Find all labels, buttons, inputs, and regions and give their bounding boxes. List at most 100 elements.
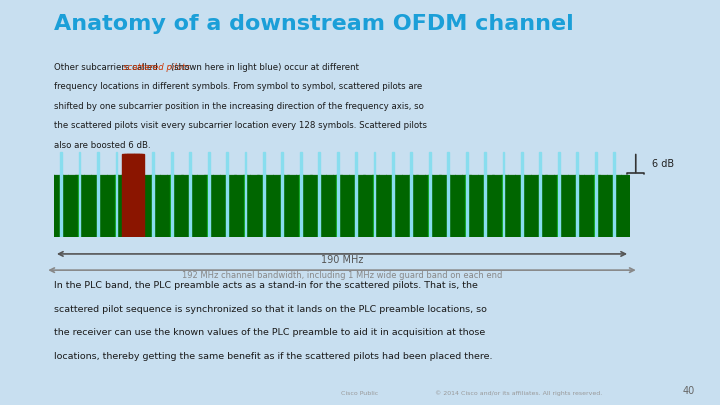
- Bar: [263, 175, 265, 237]
- Bar: [159, 175, 161, 237]
- Text: 192 MHz channel bandwidth, including 1 MHz wide guard band on each end: 192 MHz channel bandwidth, including 1 M…: [182, 271, 502, 280]
- Bar: [410, 175, 413, 237]
- Bar: [65, 175, 66, 237]
- Bar: [178, 175, 179, 237]
- Bar: [420, 175, 421, 237]
- Bar: [67, 175, 68, 237]
- Bar: [58, 175, 60, 237]
- Bar: [261, 175, 262, 237]
- Bar: [366, 175, 368, 237]
- Bar: [171, 151, 173, 237]
- Bar: [597, 175, 598, 237]
- Bar: [428, 175, 431, 237]
- Bar: [194, 175, 195, 237]
- Bar: [168, 175, 170, 237]
- Bar: [348, 175, 350, 237]
- Bar: [484, 151, 486, 237]
- Bar: [433, 175, 435, 237]
- Bar: [282, 151, 283, 237]
- Bar: [351, 175, 352, 237]
- Bar: [489, 175, 490, 237]
- Bar: [480, 175, 481, 237]
- Bar: [55, 175, 57, 237]
- Bar: [74, 175, 76, 237]
- Bar: [203, 175, 204, 237]
- Bar: [341, 175, 343, 237]
- Bar: [88, 175, 89, 237]
- Bar: [438, 175, 440, 237]
- Bar: [291, 175, 292, 237]
- Bar: [369, 175, 371, 237]
- Bar: [346, 175, 348, 237]
- Bar: [78, 151, 81, 237]
- Bar: [279, 175, 281, 237]
- Bar: [353, 175, 354, 237]
- Bar: [90, 175, 91, 237]
- Bar: [256, 175, 258, 237]
- Bar: [107, 175, 108, 237]
- Bar: [385, 175, 387, 237]
- Bar: [551, 175, 552, 237]
- Bar: [531, 175, 532, 237]
- Bar: [447, 175, 449, 237]
- Bar: [289, 175, 290, 237]
- Bar: [217, 175, 218, 237]
- Bar: [503, 151, 505, 237]
- Bar: [468, 175, 469, 237]
- Bar: [523, 175, 525, 237]
- Bar: [410, 151, 413, 237]
- Bar: [171, 175, 173, 237]
- Bar: [544, 175, 546, 237]
- Bar: [81, 175, 83, 237]
- Text: also are boosted 6 dB.: also are boosted 6 dB.: [54, 141, 150, 149]
- Bar: [581, 175, 582, 237]
- Bar: [60, 151, 62, 237]
- Text: Other subcarriers called: Other subcarriers called: [54, 63, 161, 72]
- Bar: [300, 151, 302, 237]
- Bar: [408, 175, 410, 237]
- Bar: [364, 175, 366, 237]
- Bar: [270, 175, 271, 237]
- Bar: [466, 151, 467, 237]
- Bar: [546, 175, 548, 237]
- Bar: [243, 175, 244, 237]
- Bar: [604, 175, 606, 237]
- Bar: [576, 151, 578, 237]
- Bar: [465, 175, 468, 237]
- Text: frequency locations in different symbols. From symbol to symbol, scattered pilot: frequency locations in different symbols…: [54, 82, 422, 91]
- Bar: [133, 154, 139, 237]
- Bar: [600, 175, 601, 237]
- Bar: [176, 175, 177, 237]
- Bar: [93, 175, 94, 237]
- Bar: [418, 175, 419, 237]
- Bar: [199, 175, 200, 237]
- Bar: [390, 175, 391, 237]
- Bar: [150, 175, 152, 237]
- Bar: [86, 175, 87, 237]
- Text: 40: 40: [683, 386, 695, 396]
- Bar: [152, 175, 155, 237]
- Bar: [473, 175, 474, 237]
- Bar: [323, 175, 325, 237]
- Bar: [182, 175, 184, 237]
- Bar: [343, 175, 345, 237]
- Bar: [210, 175, 212, 237]
- Bar: [542, 175, 544, 237]
- Bar: [53, 175, 55, 237]
- Bar: [157, 175, 158, 237]
- Bar: [535, 175, 536, 237]
- Bar: [500, 175, 502, 237]
- Text: scattered pilots: scattered pilots: [123, 63, 190, 72]
- Bar: [249, 175, 251, 237]
- Bar: [222, 175, 223, 237]
- Bar: [268, 175, 269, 237]
- Text: 6 dB: 6 dB: [652, 158, 674, 168]
- Bar: [378, 175, 379, 237]
- Bar: [240, 175, 241, 237]
- Bar: [235, 175, 237, 237]
- Bar: [606, 175, 608, 237]
- Bar: [336, 175, 339, 237]
- Bar: [585, 175, 587, 237]
- Bar: [567, 175, 569, 237]
- Bar: [464, 175, 465, 237]
